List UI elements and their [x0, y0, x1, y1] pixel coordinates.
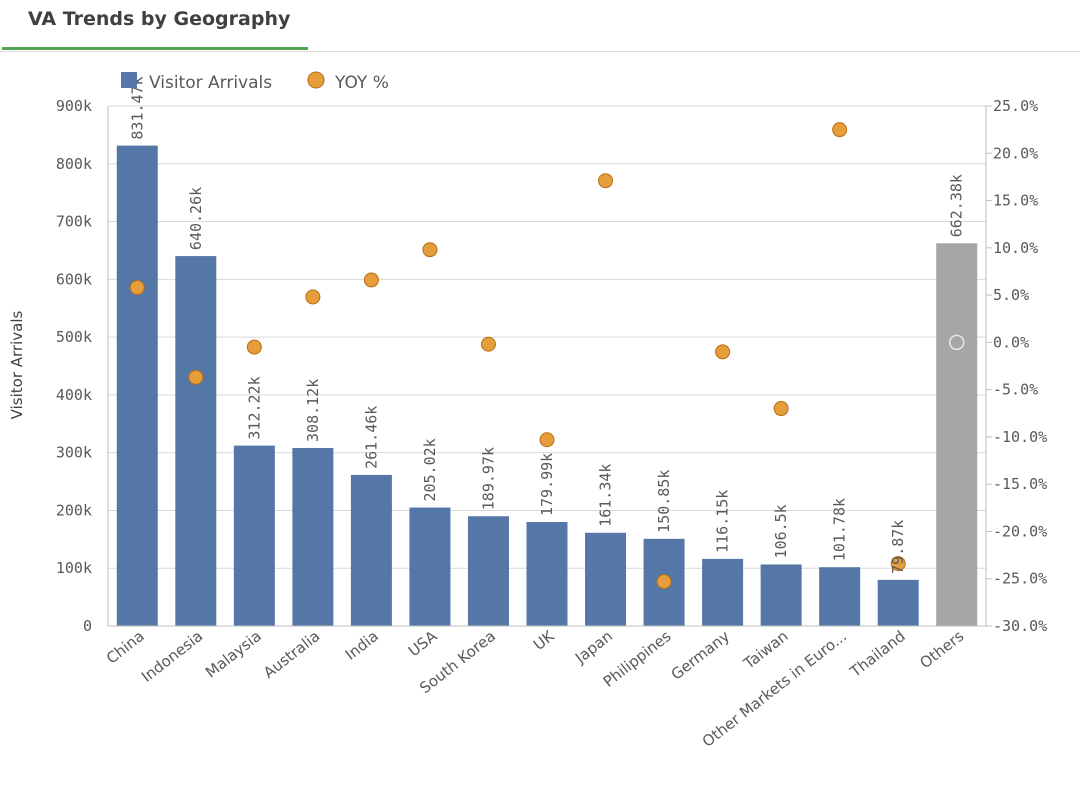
x-tick-label: Australia: [260, 627, 323, 682]
y-tick-label: 600k: [56, 270, 92, 288]
yoy-point[interactable]: [480, 336, 496, 352]
yoy-point[interactable]: [715, 344, 731, 360]
y2-tick-label: 15.0%: [993, 192, 1038, 210]
bar-value-label: 831.47k: [128, 76, 146, 139]
bar[interactable]: [467, 516, 509, 626]
yoy-point[interactable]: [832, 122, 848, 138]
yoy-point[interactable]: [246, 339, 262, 355]
legend-label-yoy[interactable]: YOY %: [334, 73, 389, 93]
y-tick-label: 400k: [56, 386, 92, 404]
yoy-point[interactable]: [890, 556, 906, 572]
bar[interactable]: [526, 522, 568, 626]
x-tick-label: India: [342, 627, 382, 664]
yoy-point[interactable]: [656, 574, 672, 590]
x-tick-label: Thailand: [846, 627, 909, 681]
legend-label-visitor-arrivals[interactable]: Visitor Arrivals: [149, 73, 272, 93]
bar-value-label: 150.85k: [655, 470, 673, 533]
bar-value-label: 189.97k: [479, 447, 497, 510]
yoy-point[interactable]: [422, 242, 438, 258]
x-tick-label: Japan: [571, 627, 616, 668]
y2-tick-label: 10.0%: [993, 239, 1038, 257]
yoy-point[interactable]: [948, 334, 965, 351]
yoy-point[interactable]: [539, 432, 555, 448]
y2-tick-label: -10.0%: [993, 428, 1047, 446]
yoy-point[interactable]: [363, 272, 379, 288]
bar[interactable]: [350, 474, 392, 626]
y2-tick-label: -5.0%: [993, 381, 1038, 399]
yoy-point[interactable]: [305, 289, 321, 305]
bar[interactable]: [760, 564, 802, 626]
y-tick-label: 100k: [56, 559, 92, 577]
yoy-points: [129, 122, 965, 590]
bar[interactable]: [116, 145, 158, 627]
x-tick-label: USA: [405, 627, 441, 661]
bar-value-label: 79.87k: [889, 520, 907, 574]
x-tick-label: Others: [916, 627, 967, 672]
y-tick-label: 300k: [56, 444, 92, 462]
x-tick-label: Taiwan: [740, 627, 792, 673]
bar[interactable]: [585, 532, 627, 626]
bar-labels: 831.47k 640.26k 312.22k 308.12k 261.46k 205.0…: [128, 76, 965, 573]
y2-tick-label: -15.0%: [993, 475, 1047, 493]
tab-header: VA Trends by Geography: [0, 0, 1080, 52]
y-tick-label: 200k: [56, 501, 92, 519]
legend-swatch-visitor-arrivals: [121, 72, 137, 88]
bar[interactable]: [409, 507, 451, 626]
y2-tick-label: -30.0%: [993, 617, 1047, 635]
tab-title[interactable]: VA Trends by Geography: [28, 8, 291, 30]
y2-tick-label: 5.0%: [993, 286, 1029, 304]
yoy-point[interactable]: [598, 173, 614, 189]
bar-value-label: 116.15k: [714, 490, 732, 553]
bar[interactable]: [702, 558, 744, 626]
y-tick-label: 500k: [56, 328, 92, 346]
y2-tick-label: -25.0%: [993, 570, 1047, 588]
y-tick-label: 800k: [56, 155, 92, 173]
bar-value-label: 179.99k: [538, 453, 556, 516]
bar-value-label: 662.38k: [948, 174, 966, 237]
yoy-point[interactable]: [129, 280, 145, 296]
yoy-point[interactable]: [773, 401, 789, 417]
y-tick-label: 700k: [56, 213, 92, 231]
x-tick-label: Malaysia: [202, 627, 265, 682]
y-tick-label: 900k: [56, 97, 92, 115]
bar[interactable]: [819, 567, 861, 626]
bar[interactable]: [292, 447, 334, 626]
tab-active-underline: [2, 47, 308, 50]
yoy-point[interactable]: [188, 369, 204, 385]
bar-value-label: 101.78k: [831, 498, 849, 561]
legend[interactable]: Visitor Arrivals YOY %: [121, 71, 389, 93]
bar-value-label: 640.26k: [187, 187, 205, 250]
y2-tick-label: -20.0%: [993, 522, 1047, 540]
x-tick-label: UK: [530, 626, 558, 654]
bar-value-label: 106.5k: [772, 504, 790, 558]
bar[interactable]: [936, 243, 978, 626]
x-tick-label: Indonesia: [138, 627, 206, 686]
y2-tick-label: 20.0%: [993, 144, 1038, 162]
x-tick-label: Germany: [668, 627, 734, 684]
bar-value-label: 205.02k: [421, 438, 439, 501]
bar-value-label: 161.34k: [597, 464, 615, 527]
bar-value-label: 312.22k: [245, 376, 263, 439]
bar-value-label: 308.12k: [304, 379, 322, 442]
bar[interactable]: [877, 579, 919, 626]
y-tick-label: 0: [83, 617, 92, 635]
y-axis-title: Visitor Arrivals: [8, 311, 26, 420]
x-tick-label: China: [103, 627, 148, 668]
legend-swatch-yoy: [307, 71, 325, 89]
bar[interactable]: [175, 256, 217, 626]
y2-tick-label: 0.0%: [993, 333, 1029, 351]
bar[interactable]: [233, 445, 275, 626]
y2-tick-label: 25.0%: [993, 97, 1038, 115]
bar-value-label: 261.46k: [362, 406, 380, 469]
bars: [116, 145, 978, 627]
